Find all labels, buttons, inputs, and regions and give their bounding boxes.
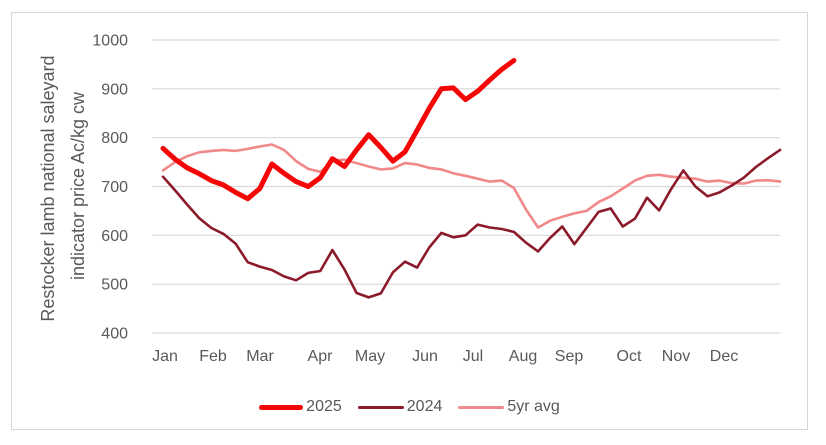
y-tick-label: 1000 xyxy=(92,33,128,50)
legend-label-2025: 2025 xyxy=(306,398,342,415)
series-line-2024 xyxy=(161,148,782,299)
y-tick-label: 800 xyxy=(101,130,128,147)
legend-line-5yr-avg xyxy=(458,405,505,409)
y-axis-tick-labels: 1000 900 800 700 600 500 400 xyxy=(92,33,128,343)
chart-frame xyxy=(11,12,808,430)
x-tick-label: Oct xyxy=(617,348,642,365)
x-tick-label: Jun xyxy=(412,348,438,365)
chart-legend: 2025 2024 5yr avg xyxy=(11,394,808,420)
x-tick-label: Dec xyxy=(710,348,738,365)
y-tick-label: 500 xyxy=(101,277,128,294)
x-tick-label: Aug xyxy=(509,348,537,365)
legend-item-5yr-avg: 5yr avg xyxy=(458,398,560,416)
x-axis-month-labels: Jan Feb Mar Apr May Jun Jul Aug Sep Oct … xyxy=(152,348,738,365)
x-tick-label: Nov xyxy=(662,348,690,365)
legend-item-2025: 2025 xyxy=(259,398,342,416)
x-tick-label: Jan xyxy=(152,348,178,365)
legend-label-5yr-avg: 5yr avg xyxy=(507,398,560,415)
series-line-2025 xyxy=(160,58,517,202)
y-axis-title: Restocker lamb national saleyard indicat… xyxy=(38,50,88,321)
gridlines xyxy=(152,39,780,334)
series-lines xyxy=(160,58,782,299)
legend-line-2025 xyxy=(259,404,304,410)
y-tick-label: 400 xyxy=(101,326,128,343)
y-tick-label: 700 xyxy=(101,179,128,196)
x-tick-label: Mar xyxy=(246,348,274,365)
y-tick-label: 600 xyxy=(101,228,128,245)
x-tick-label: Jul xyxy=(463,348,483,365)
legend-item-2024: 2024 xyxy=(357,398,443,416)
y-axis-title-line2: indicator price Ac/kg cw xyxy=(68,91,88,280)
series-line-5yr-avg xyxy=(161,143,782,229)
legend-label-2024: 2024 xyxy=(406,398,443,415)
x-tick-label: May xyxy=(355,348,385,365)
y-tick-label: 900 xyxy=(101,81,128,98)
legend-line-2024 xyxy=(357,405,404,409)
x-tick-label: Feb xyxy=(199,348,227,365)
x-tick-label: Sep xyxy=(555,348,584,365)
y-axis-title-line1: Restocker lamb national saleyard xyxy=(38,55,58,321)
x-tick-label: Apr xyxy=(308,348,334,365)
